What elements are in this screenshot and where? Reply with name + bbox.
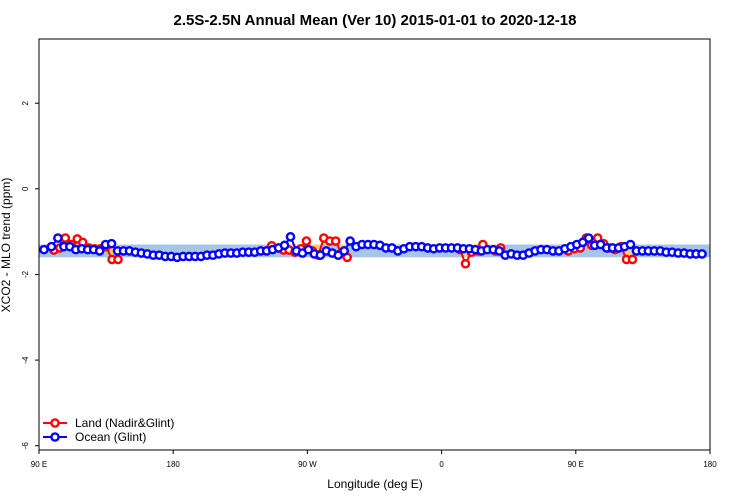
- plot-frame: [38, 38, 711, 451]
- ocean-point: [333, 250, 344, 261]
- land-point: [627, 254, 638, 265]
- land-point: [301, 236, 312, 246]
- ocean-point: [46, 241, 57, 252]
- ocean-point: [625, 239, 636, 250]
- y-tick-label: -2: [21, 270, 30, 278]
- legend-item-ocean: Ocean (Glint): [43, 430, 146, 444]
- ocean-point: [577, 237, 588, 248]
- ocean-point: [339, 246, 349, 256]
- y-tick-label: 2: [21, 100, 30, 105]
- x-axis-label: Longitude (deg E): [327, 477, 422, 491]
- ocean-point: [303, 244, 314, 255]
- y-axis-label: XCO2 - MLO trend (ppm): [0, 178, 13, 313]
- ocean-point: [345, 236, 355, 246]
- legend-marker: [50, 432, 60, 442]
- x-tick-label: 0: [439, 460, 444, 469]
- ocean-point: [583, 233, 594, 243]
- legend-label: Land (Nadir&Glint): [75, 416, 174, 430]
- series-points: [39, 231, 707, 269]
- y-tick-label: -4: [21, 356, 30, 364]
- y-axis: 2 0 -2 -4 -6: [21, 100, 39, 449]
- x-axis: 90 E 180 90 W 0 90 E 180: [31, 450, 717, 469]
- land-point: [330, 236, 341, 246]
- y-tick-label: -6: [21, 442, 30, 450]
- ocean-point: [106, 238, 117, 249]
- legend-label: Ocean (Glint): [75, 430, 146, 444]
- ocean-point: [285, 231, 296, 242]
- ocean-point: [94, 246, 105, 256]
- ocean-point: [494, 246, 505, 256]
- land-point: [460, 258, 471, 269]
- x-tick-label: 180: [703, 460, 717, 469]
- legend: Land (Nadir&Glint)Ocean (Glint): [43, 416, 174, 444]
- x-tick-label: 180: [167, 460, 181, 469]
- ocean-point: [315, 250, 326, 261]
- ocean-point: [53, 233, 63, 243]
- x-tick-label: 90 W: [298, 460, 317, 469]
- legend-item-land: Land (Nadir&Glint): [43, 416, 174, 430]
- ocean-point: [279, 240, 290, 251]
- x-tick-label: 90 E: [568, 460, 584, 469]
- x-tick-label: 90 E: [31, 460, 47, 469]
- legend-marker: [50, 418, 60, 428]
- chart-title: 2.5S-2.5N Annual Mean (Ver 10) 2015-01-0…: [174, 12, 577, 29]
- land-point: [113, 254, 123, 265]
- land-point: [60, 233, 71, 243]
- ocean-point: [697, 249, 707, 259]
- y-tick-label: 0: [21, 186, 30, 191]
- ocean-point: [39, 244, 49, 255]
